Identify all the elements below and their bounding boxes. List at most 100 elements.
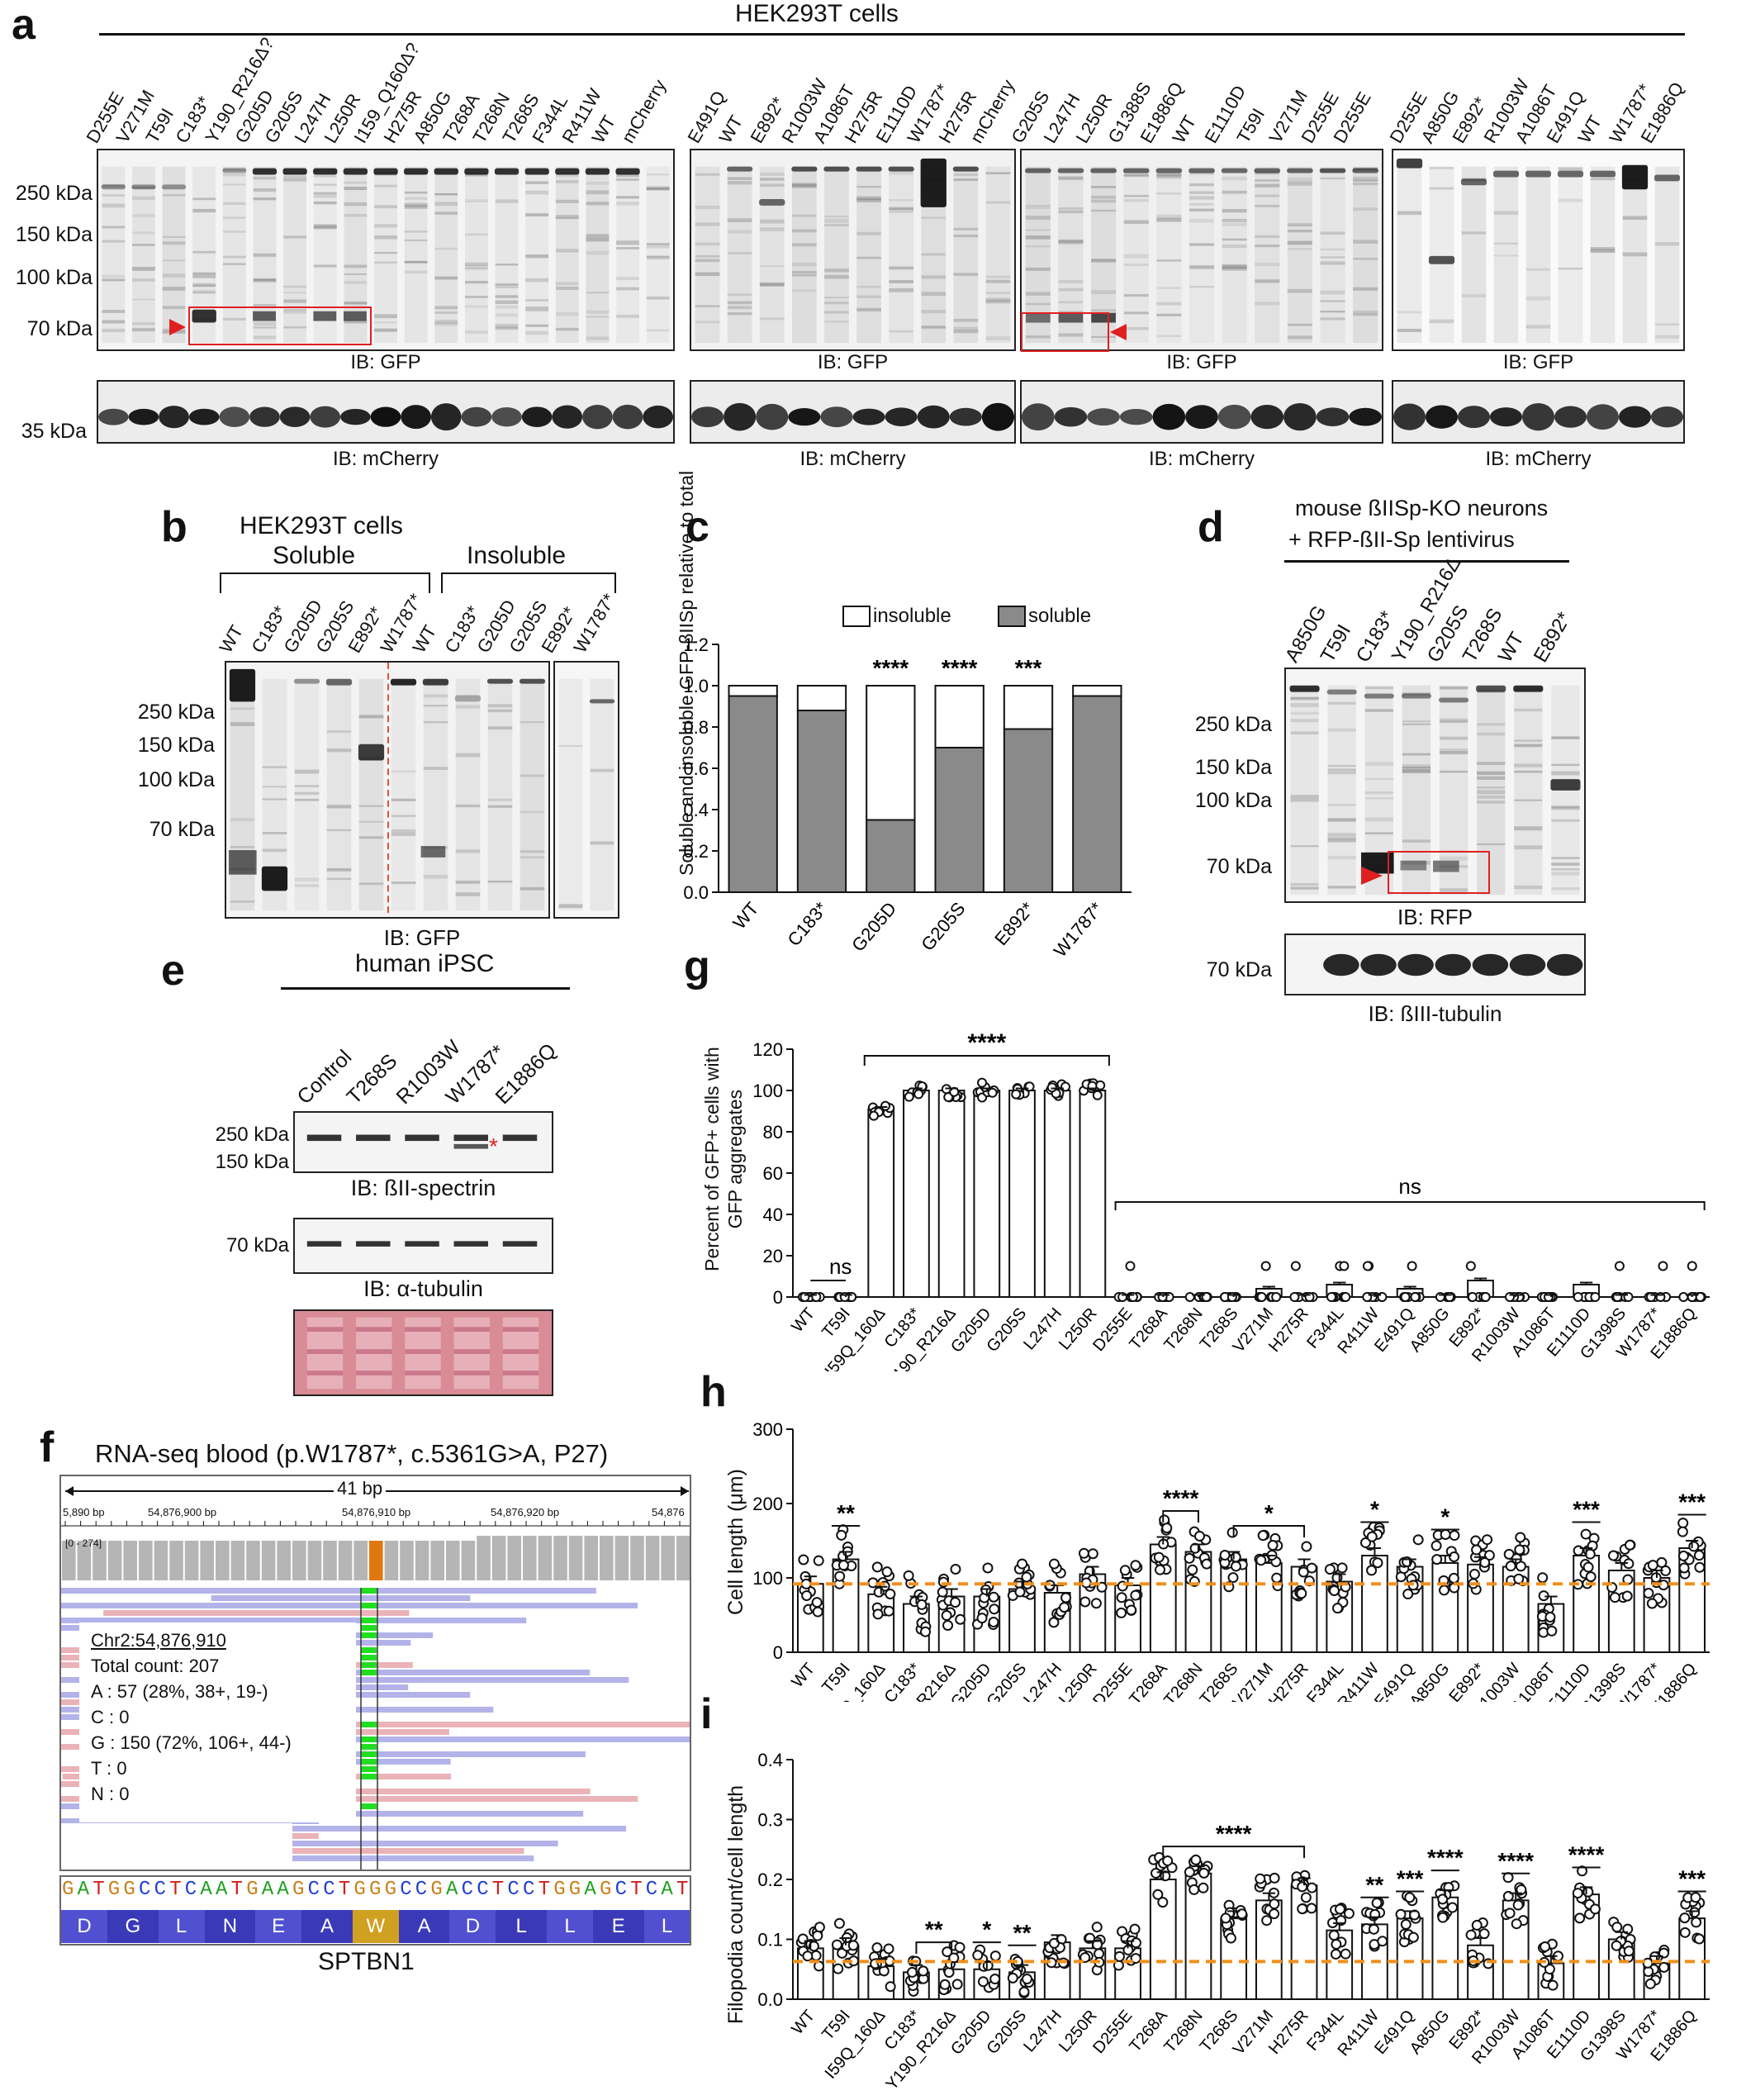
blot-lane [888,166,914,344]
h-data-point [798,1554,809,1565]
blot-band [1123,220,1149,224]
g-y-tick-label: 60 [763,1163,783,1184]
igv-base: C [523,1879,535,1901]
blot-band [455,892,481,896]
d-arrow-icon [1361,867,1383,885]
h-data-point [1468,1568,1480,1580]
blot-band [759,178,785,181]
h-data-point [1059,1602,1070,1613]
ponceau-band [306,1327,344,1333]
i-data-point [1152,1889,1164,1900]
h-data-point [813,1555,824,1566]
tubulin-band [1360,953,1397,976]
ponceau-band [453,1327,490,1333]
g-bar [867,1108,895,1298]
blot-lane [759,166,785,344]
blot-band [1654,335,1680,339]
blot-band [889,287,914,292]
blot-band [590,841,614,845]
blot-band [1327,728,1356,732]
g-y-tick-label: 0 [773,1287,783,1308]
blot-main-band [856,166,882,172]
i-data-point [1574,1912,1586,1924]
i-data-point [1404,1892,1416,1903]
blot-main-band [1352,168,1379,173]
blot-lane [1525,166,1552,344]
blot-main-band [282,168,307,175]
blot-band [1439,750,1468,755]
i-sig-label: **** [1216,1821,1252,1846]
ponceau-band [356,1327,392,1333]
blot-band [358,805,384,807]
h-data-point [1688,1541,1700,1552]
b-marker-150: 150 kDa [137,734,215,757]
igv-base: A [584,1879,596,1901]
h-data-point [1184,1552,1195,1564]
igv-coverage-bar [568,1536,583,1580]
blot-band [253,253,277,257]
blot-band [1287,182,1312,186]
blot-band [192,272,216,276]
a2-ib-mcherry: IB: mCherry [799,448,906,470]
h-data-point [1677,1550,1689,1561]
blot-band [404,270,428,274]
g-bar [1043,1090,1071,1298]
h-data-point [1201,1558,1212,1570]
blot-band [404,205,428,209]
h-data-point [1255,1555,1267,1566]
blot-band [313,224,337,228]
i-data-point [1693,1933,1705,1945]
i-data-point [1679,1927,1691,1938]
blot-band [791,229,817,233]
igv-base: C [507,1879,520,1901]
igv-read [185,1737,690,1742]
blot-band [1290,795,1319,798]
igv-base: T [676,1879,689,1901]
blot-a4-gfp [1392,149,1685,351]
blot-lane [1254,166,1281,344]
blot-band [1477,762,1506,765]
blot-smear [1429,166,1454,344]
blot-band [586,202,610,206]
blot-band [222,202,246,206]
i-data-point [1297,1881,1308,1893]
blot-main-band [131,184,156,190]
blot-band [1439,718,1468,723]
g-ns2-label: ns [1398,1174,1421,1199]
c-bar-soluble [728,695,778,893]
blot-smear [1156,166,1182,344]
i-data-point [1269,1908,1280,1920]
h-data-point [1257,1530,1269,1542]
blot-lane [646,166,670,344]
i-data-point [1343,1908,1355,1919]
lane-label: WT [1493,628,1529,667]
i-data-point [1157,1897,1169,1908]
a-marker-70: 70 kDa [26,317,93,340]
blot-band [344,273,368,276]
mcherry-band [340,408,371,425]
i-data-point [885,1981,896,1993]
blot-band [1189,171,1215,175]
h-data-point [1412,1534,1424,1546]
igv-gene: SPTBN1 [318,1948,415,1975]
c-legend-soluble: soluble [1028,605,1092,627]
igv-read [218,1811,584,1817]
h-data-point [1546,1625,1558,1637]
blot-lane [1513,685,1544,896]
i-data-point [1502,1872,1514,1884]
i-y-tick-label: 0.4 [757,1750,783,1770]
blot-band [495,264,519,266]
i-data-point [797,1933,809,1945]
igv-base: C [400,1879,412,1901]
mcherry-band [98,408,129,425]
blot-band [646,243,670,245]
b-ib-label: IB: GFP [383,925,461,950]
igv-viewer[interactable]: 41 bp 5,890 bp 54,876,900 bp 54,876,910 … [59,1475,691,1871]
ponceau-band [502,1349,539,1354]
blot-lane [555,166,580,344]
a-marker-150: 150 kDa [15,223,93,246]
blot-lane [390,678,417,911]
blot-band [495,323,519,328]
lane-label: WT [714,112,747,147]
blot-e-spectrin [293,1111,553,1173]
